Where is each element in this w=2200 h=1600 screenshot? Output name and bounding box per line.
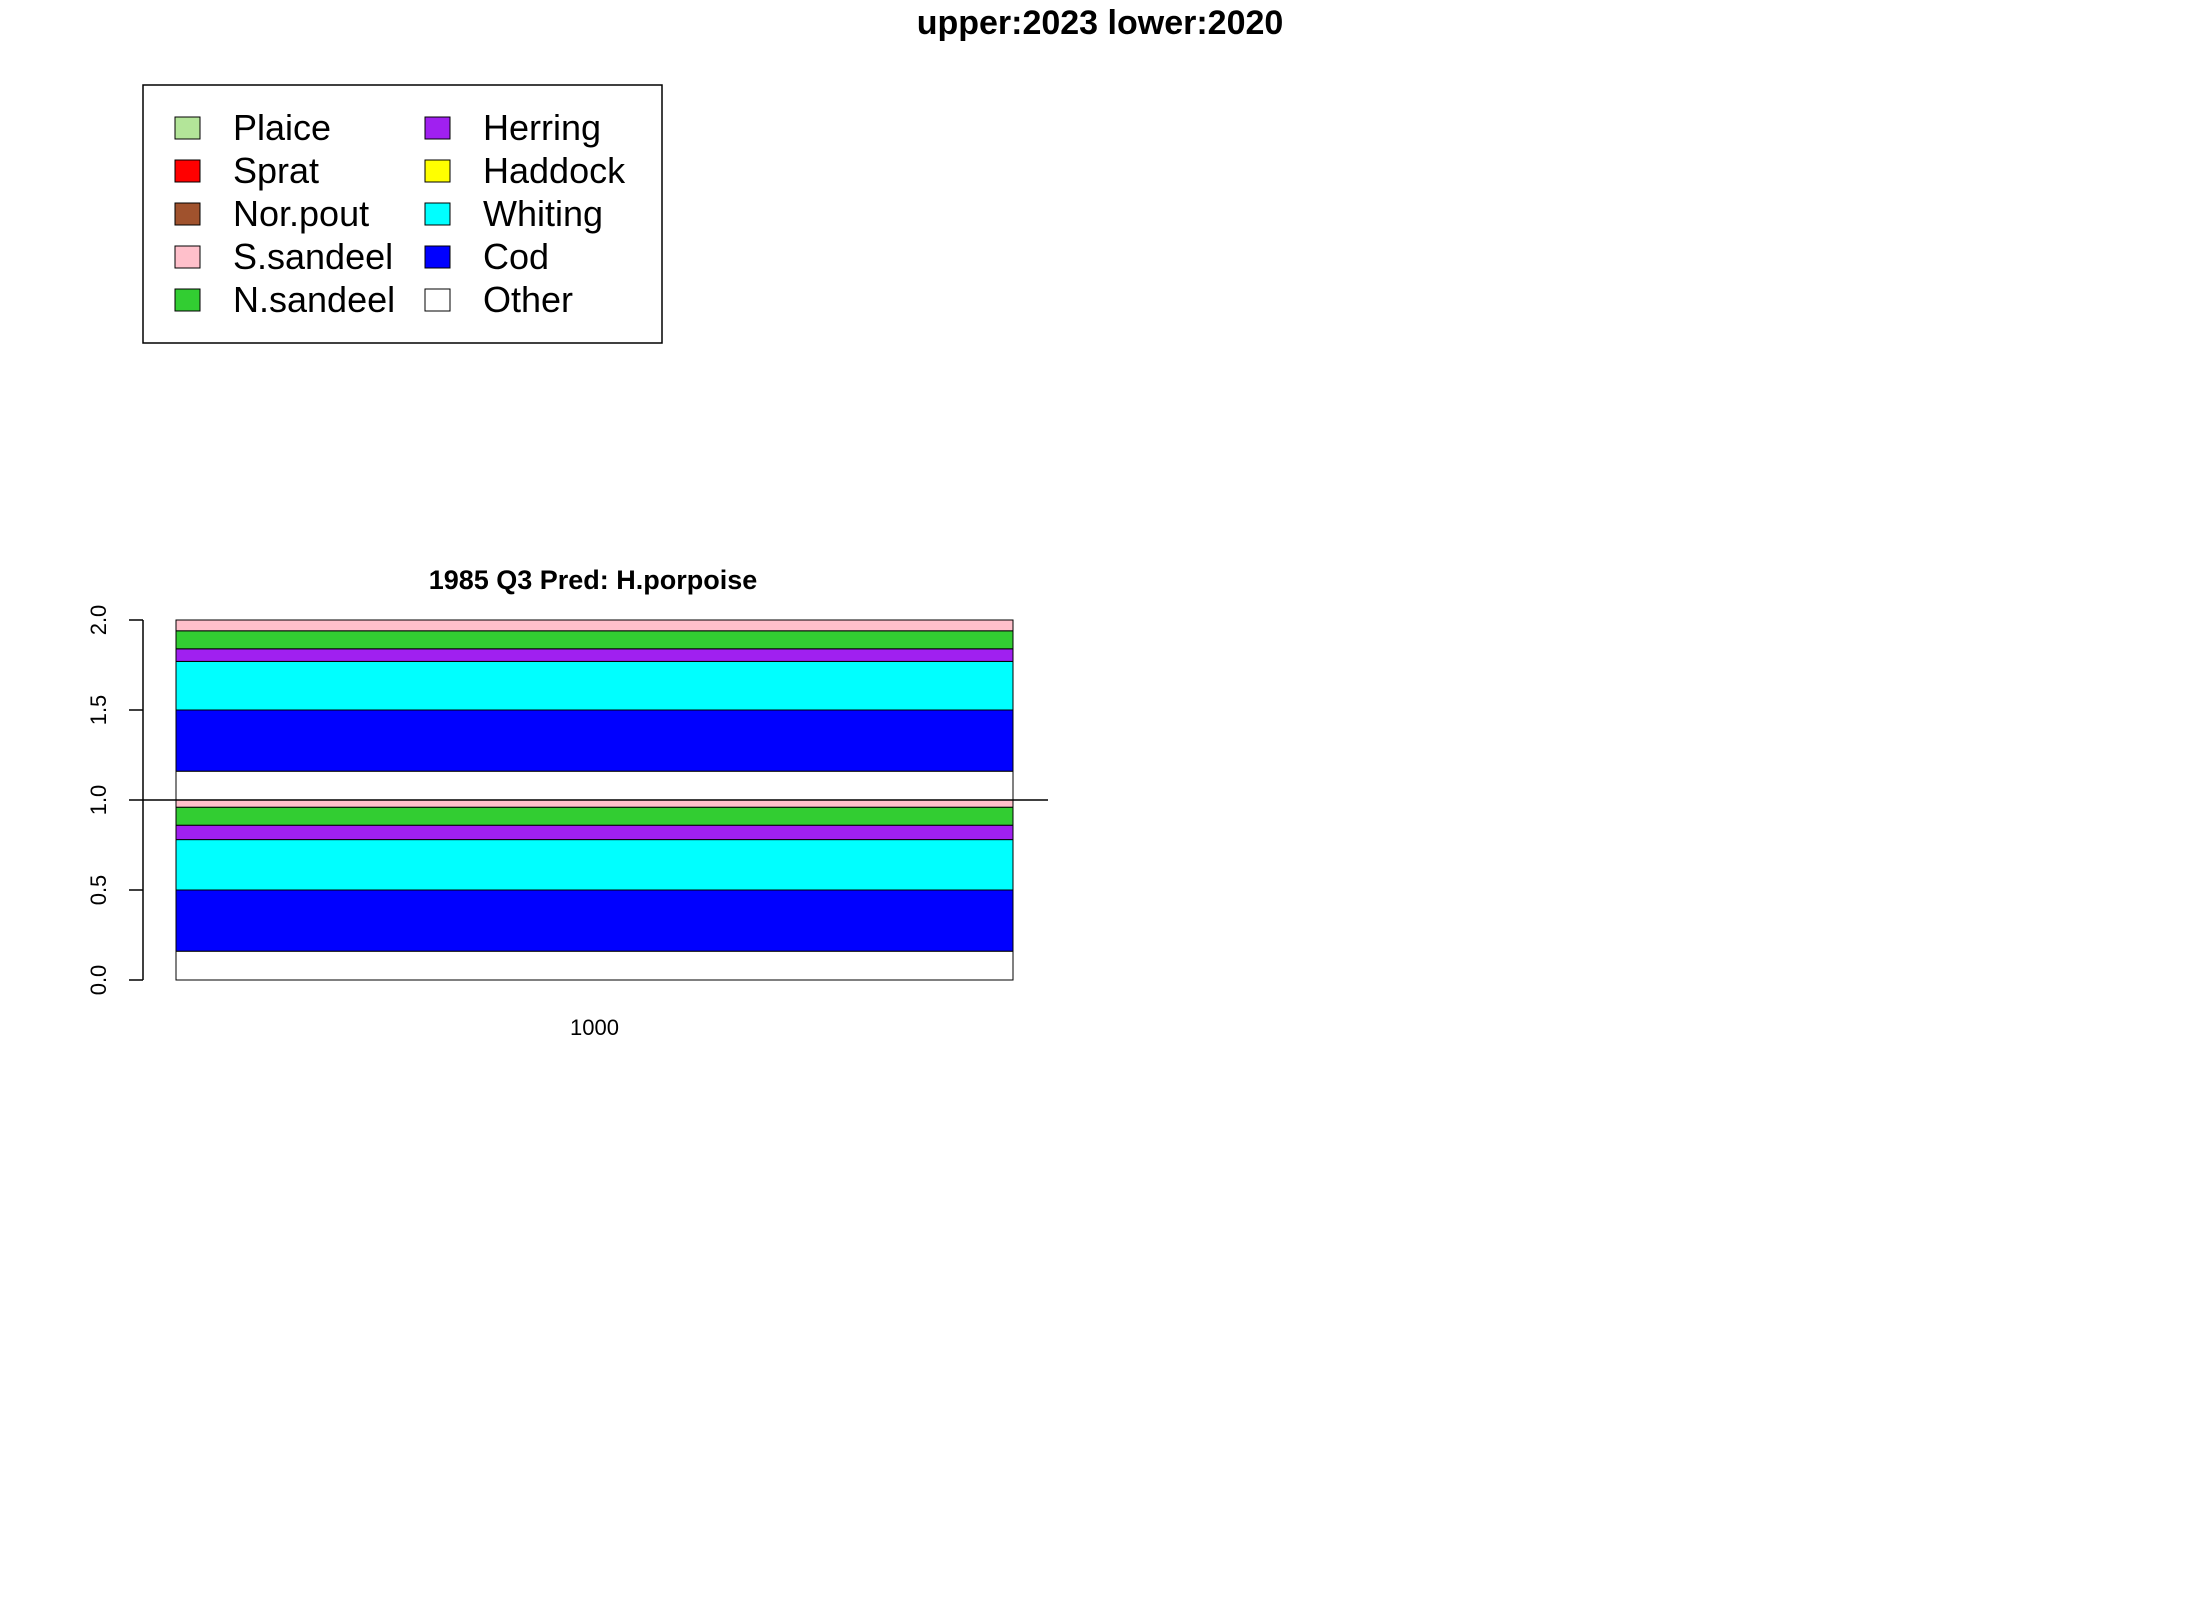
bar-segment-lower-2020-s-sandeel bbox=[175, 799, 1014, 808]
bar-segment-upper-2023-s-sandeel bbox=[175, 619, 1014, 632]
bar-segment-lower-2020-whiting bbox=[175, 839, 1014, 891]
bar-stack-upper-2023 bbox=[175, 619, 1014, 801]
bar-segment-lower-2020-herring bbox=[175, 824, 1014, 841]
legend-label-n-sandeel: N.sandeel bbox=[233, 279, 395, 320]
legend-swatch-whiting bbox=[424, 202, 451, 226]
legend-swatch-n-sandeel bbox=[174, 288, 201, 312]
legend-swatch-plaice bbox=[174, 116, 201, 140]
legend-label-nor-pout: Nor.pout bbox=[233, 193, 369, 234]
legend-swatch-nor-pout bbox=[174, 202, 201, 226]
legend-swatch-cod bbox=[424, 245, 451, 269]
legend-swatch-s-sandeel bbox=[174, 245, 201, 269]
legend-label-other: Other bbox=[483, 279, 573, 320]
legend-swatch-sprat bbox=[174, 159, 201, 183]
y-tick-label: 1.0 bbox=[86, 785, 111, 816]
legend-label-s-sandeel: S.sandeel bbox=[233, 236, 393, 277]
legend-label-herring: Herring bbox=[483, 107, 601, 148]
chart-title: 1985 Q3 Pred: H.porpoise bbox=[429, 565, 758, 595]
legend-swatch-herring bbox=[424, 116, 451, 140]
legend-label-sprat: Sprat bbox=[233, 150, 319, 191]
bar-stack-lower-2020 bbox=[175, 799, 1014, 981]
bar-segment-upper-2023-cod bbox=[175, 709, 1014, 772]
legend-box bbox=[142, 84, 663, 344]
page-title: upper:2023 lower:2020 bbox=[917, 4, 1284, 42]
y-tick-label: 0.0 bbox=[86, 965, 111, 996]
legend-label-cod: Cod bbox=[483, 236, 549, 277]
bar-segment-upper-2023-whiting bbox=[175, 660, 1014, 711]
bar-segment-upper-2023-n-sandeel bbox=[175, 630, 1014, 650]
bar-segment-lower-2020-cod bbox=[175, 889, 1014, 952]
bar-segment-lower-2020-n-sandeel bbox=[175, 806, 1014, 826]
y-tick-label: 2.0 bbox=[86, 605, 111, 636]
bar-segment-lower-2020-other bbox=[175, 950, 1014, 981]
y-axis: 0.0 0.5 1.0 1.5 2.0 bbox=[86, 605, 144, 996]
bar-segment-upper-2023-other bbox=[175, 770, 1014, 801]
legend-label-whiting: Whiting bbox=[483, 193, 603, 234]
legend-swatch-haddock bbox=[424, 159, 451, 183]
legend-label-haddock: Haddock bbox=[483, 150, 626, 191]
legend-label-plaice: Plaice bbox=[233, 107, 331, 148]
legend-swatch-other bbox=[424, 288, 451, 312]
bar-segment-upper-2023-herring bbox=[175, 648, 1014, 662]
x-category-label: 1000 bbox=[570, 1015, 619, 1040]
y-tick-label: 0.5 bbox=[86, 875, 111, 906]
y-tick-label: 1.5 bbox=[86, 695, 111, 726]
plot-area: 0.0 0.5 1.0 1.5 2.0 1000 bbox=[86, 605, 1048, 1040]
